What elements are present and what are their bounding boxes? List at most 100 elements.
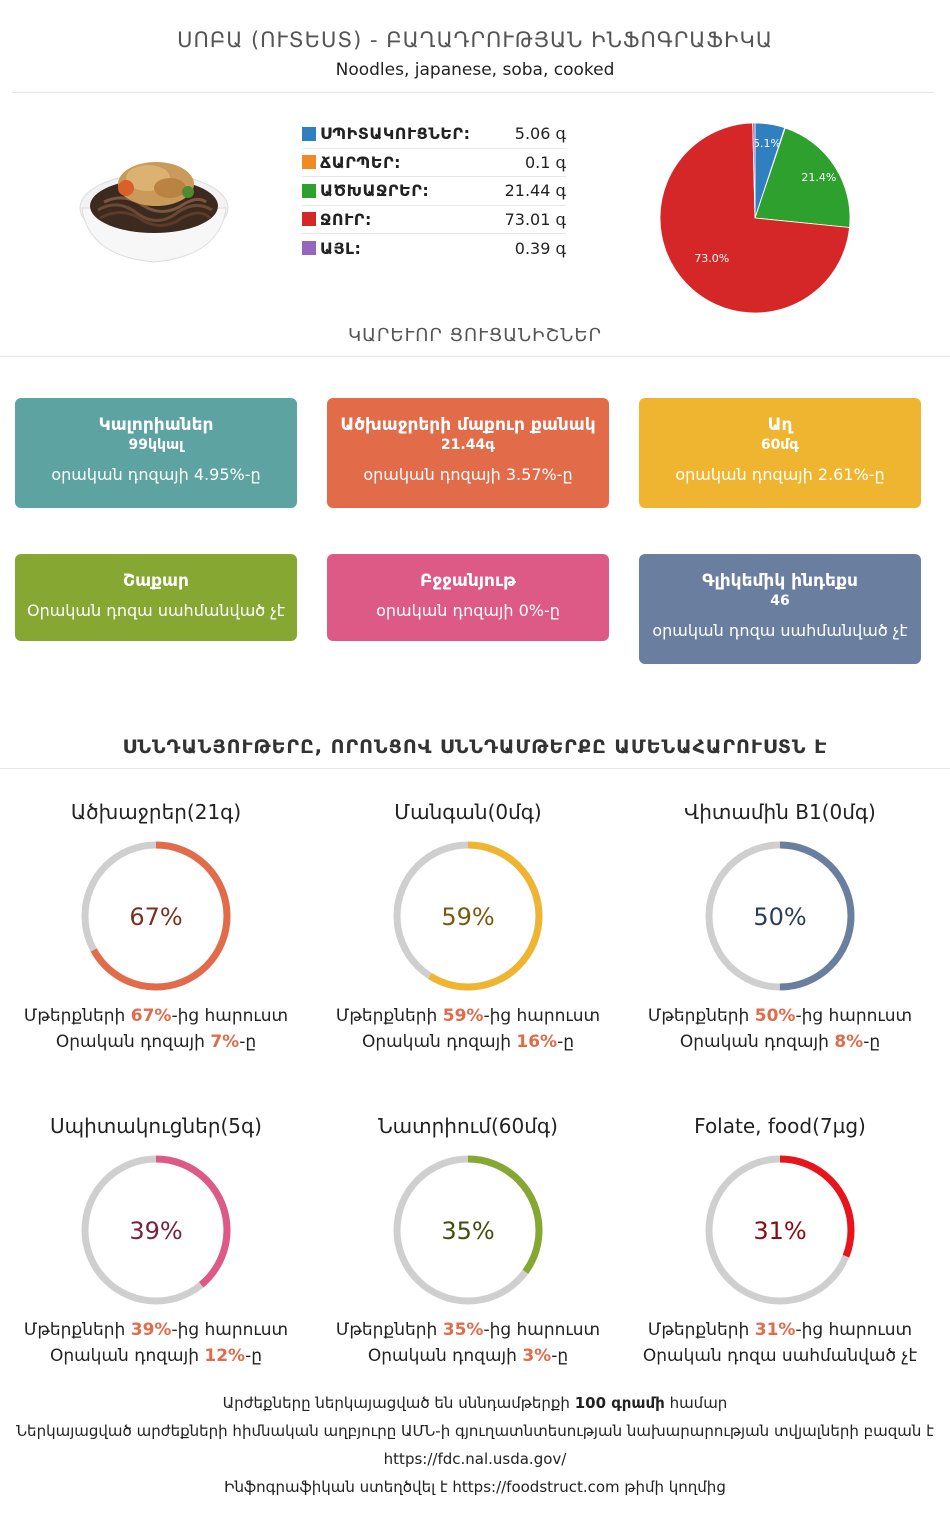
ring-progress-arc: [393, 1155, 543, 1305]
ring-progress-arc: [705, 841, 855, 991]
ring-title: Նատրիում(60մգ): [378, 1114, 558, 1138]
ring-richness-text: Մթերքների 50%-ից հարուստ: [647, 1006, 913, 1026]
card-amount: 99կկալ: [128, 437, 184, 453]
card-daily-value: օրական դոզա սահմանված չէ: [652, 621, 908, 640]
ring-daily-text: Օրական դոզայի 12%-ը: [49, 1346, 263, 1366]
card-daily-value: օրական դոզայի 4.95%-ը: [51, 465, 261, 484]
nutrient-ring-block: Folate, food(7µg) 31% Մթերքների 31%-ից հար…: [630, 1114, 930, 1366]
ring-richness-text: Մթերքների 67%-ից հարուստ: [23, 1006, 289, 1026]
composition-value: 21.44 գ: [504, 181, 566, 201]
composition-label: ՃԱՐՊԵՐ:: [302, 153, 401, 172]
ring-title: Մանգան(0մգ): [394, 800, 542, 824]
composition-row: ԱՅԼ: 0.39 գ: [302, 234, 566, 263]
ring-title: Folate, food(7µg): [694, 1114, 866, 1138]
rich-nutrients-heading: ՍՆՆԴԱՆՅՈՒԹԵՐԸ, ՈՐՈՆՑՈՎ ՍՆՆԴԱՄԹԵՐՔԸ ԱՄԵՆԱ…: [122, 736, 828, 758]
composition-row: ՃԱՐՊԵՐ: 0.1 գ: [302, 149, 566, 177]
pie-slice-label: 21.4%: [801, 171, 836, 184]
page-title: ՍՈԲԱ (ՈՒՏԵՍՏ) - ԲԱՂԱԴՐՈՒԹՅԱՆ ԻՆՖՈԳՐԱՖԻԿԱ: [177, 28, 773, 52]
footer-line-4: Ինֆոգրաֆիկան ստեղծվել է https://foodstru…: [224, 1478, 726, 1496]
card-title: Աղ: [767, 415, 793, 435]
pie-slice: [754, 127, 851, 228]
composition-value: 0.39 գ: [514, 238, 566, 258]
ring-daily-text: Օրական դոզայի 8%-ը: [679, 1032, 881, 1052]
nutrient-ring-block: Մանգան(0մգ) 59% Մթերքների 59%-ից հարուստ Օր…: [318, 800, 618, 1052]
card-daily-value: օրական դոզայի 0%-ը: [376, 601, 560, 620]
ring-progress-arc: [81, 1155, 231, 1305]
nutrient-ring-block: Ածխաջրեր(21գ) 67% Մթերքների 67%-ից հարուստ…: [6, 800, 306, 1052]
indicator-card: Ածխաջրերի մաքուր քանակ 21.44գ օրական դոզայ…: [327, 398, 609, 508]
card-title: Ածխաջրերի մաքուր քանակ: [340, 415, 596, 435]
card-title: Շաքար: [123, 571, 189, 591]
composition-value: 73.01 գ: [504, 209, 566, 229]
nutrient-ring-block: Նատրիում(60մգ) 35% Մթերքների 35%-ից հարուս…: [318, 1114, 618, 1366]
ring-daily-text: Օրական դոզայի 16%-ը: [361, 1032, 575, 1052]
nutrient-ring-block: Սպիտակուցներ(5գ) 39% Մթերքների 39%-ից հարո…: [6, 1114, 306, 1366]
ring-daily-text: Օրական դոզայի 3%-ը: [367, 1346, 569, 1366]
composition-row: ԱԾԽԱՋՐԵՐ: 21.44 գ: [302, 177, 566, 206]
indicator-card: Աղ 60մգ օրական դոզայի 2.61%-ը: [639, 398, 921, 508]
card-amount: 46: [770, 593, 790, 609]
progress-ring: 67%: [81, 841, 231, 991]
ring-percent-label: 35%: [441, 1217, 494, 1245]
composition-row: ՍՊԻՏԱԿՈՒՑՆԵՐ: 5.06 գ: [302, 120, 566, 149]
ring-percent-label: 59%: [441, 903, 494, 931]
ring-title: Ածխաջրեր(21գ): [70, 800, 242, 824]
composition-label: ԱԾԽԱՋՐԵՐ:: [302, 181, 429, 200]
legend-swatch: [302, 155, 316, 170]
ring-title: Վիտամին B1(0մգ): [684, 800, 876, 824]
ring-daily-text: Օրական դոզա սահմանված չէ: [642, 1346, 918, 1366]
composition-table: ՍՊԻՏԱԿՈՒՑՆԵՐ: 5.06 գ ՃԱՐՊԵՐ: 0.1 գ ԱԾԽԱՋՐԵՐ:…: [302, 120, 566, 263]
ring-percent-label: 31%: [753, 1217, 806, 1245]
pie-slice-label: 73.0%: [694, 252, 729, 265]
card-amount: 21.44գ: [440, 437, 496, 453]
ring-richness-text: Մթերքների 35%-ից հարուստ: [335, 1320, 601, 1340]
card-daily-value: Օրական դոզա սահմանված չէ: [26, 601, 286, 620]
progress-ring: 31%: [705, 1155, 855, 1305]
legend-swatch: [302, 241, 316, 256]
composition-value: 5.06 գ: [514, 124, 566, 144]
ring-progress-arc: [81, 841, 231, 991]
indicator-card: Կալորիաներ 99կկալ օրական դոզայի 4.95%-ը: [15, 398, 297, 508]
composition-label: ՋՈՒՐ:: [302, 210, 372, 229]
pie-slice: [752, 122, 756, 219]
composition-value: 0.1 գ: [524, 152, 566, 172]
indicator-card: Բջջանյութ օրական դոզայի 0%-ը: [327, 554, 609, 641]
progress-ring: 59%: [393, 841, 543, 991]
ring-richness-text: Մթերքների 59%-ից հարուստ: [335, 1006, 601, 1026]
ring-daily-text: Օրական դոզայի 7%-ը: [55, 1032, 257, 1052]
foodstruct-link[interactable]: https://foodstruct.com: [452, 1478, 620, 1496]
legend-swatch: [302, 126, 316, 141]
indicator-card: Շաքար Օրական դոզա սահմանված չէ: [15, 554, 297, 641]
composition-label: ԱՅԼ:: [302, 239, 361, 258]
legend-swatch: [302, 183, 316, 198]
ring-title: Սպիտակուցներ(5գ): [50, 1114, 262, 1138]
progress-ring: 35%: [393, 1155, 543, 1305]
card-title: Գլիկեմիկ ինդեքս: [702, 571, 858, 591]
ring-richness-text: Մթերքների 39%-ից հարուստ: [23, 1320, 289, 1340]
card-daily-value: օրական դոզայի 3.57%-ը: [363, 465, 573, 484]
card-amount: 60մգ: [760, 437, 800, 453]
ring-percent-label: 50%: [753, 903, 806, 931]
composition-pie-chart: 5.1% 21.4% 73.0%: [659, 122, 851, 314]
composition-label: ՍՊԻՏԱԿՈՒՑՆԵՐ:: [302, 124, 470, 143]
divider: [0, 768, 950, 769]
divider: [0, 356, 950, 357]
card-daily-value: օրական դոզայի 2.61%-ը: [675, 465, 885, 484]
page-subtitle: Noodles, japanese, soba, cooked: [335, 60, 615, 80]
legend-swatch: [302, 212, 316, 227]
indicator-card: Գլիկեմիկ ինդեքս 46 օրական դոզա սահմանված չ…: [639, 554, 921, 664]
ring-progress-arc: [393, 841, 543, 991]
card-title: Կալորիաներ: [98, 415, 214, 435]
footer-source-link[interactable]: https://fdc.nal.usda.gov/: [383, 1450, 567, 1468]
composition-row: ՋՈՒՐ: 73.01 գ: [302, 206, 566, 234]
card-title: Բջջանյութ: [420, 571, 516, 591]
ring-richness-text: Մթերքների 31%-ից հարուստ: [647, 1320, 913, 1340]
footer-line-1: Արժեքները ներկայացված են սննդամթերքի 100…: [222, 1394, 728, 1412]
divider: [12, 92, 934, 93]
pie-slice-label: 5.1%: [753, 137, 781, 150]
progress-ring: 50%: [705, 841, 855, 991]
key-indicators-heading: ԿԱՐԵՒՈՐ ՑՈՒՑԱՆԻՇՆԵՐ: [347, 325, 603, 346]
nutrient-ring-block: Վիտամին B1(0մգ) 50% Մթերքների 50%-ից հարու…: [630, 800, 930, 1052]
footer-line-2: Ներկայացված արժեքների հիմնական աղբյուրը …: [16, 1422, 934, 1440]
ring-percent-label: 39%: [129, 1217, 182, 1245]
